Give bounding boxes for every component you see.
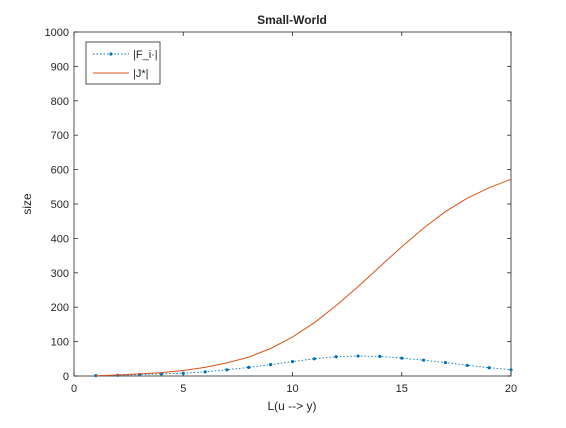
plot-area bbox=[94, 178, 513, 378]
data-point-series-0 bbox=[400, 356, 404, 360]
x-axis-label: L(u --> y) bbox=[267, 399, 316, 413]
x-tick-label: 0 bbox=[71, 383, 77, 395]
data-point-series-0 bbox=[356, 354, 360, 358]
data-point-series-0 bbox=[465, 363, 469, 367]
data-point-series-0 bbox=[181, 371, 185, 375]
y-tick-label: 900 bbox=[51, 61, 69, 73]
y-tick-label: 100 bbox=[51, 337, 69, 349]
legend-box bbox=[85, 41, 161, 85]
y-axis-label: size bbox=[20, 193, 34, 215]
legend[interactable]: |F_i·| |J*| bbox=[85, 41, 161, 85]
y-tick-label: 200 bbox=[51, 302, 69, 314]
series-line-0 bbox=[95, 355, 512, 377]
data-point-series-0 bbox=[443, 360, 448, 365]
data-point-series-0 bbox=[203, 370, 207, 374]
data-point-series-0 bbox=[225, 368, 229, 372]
y-tick-label: 400 bbox=[51, 233, 69, 245]
data-point-series-0 bbox=[422, 358, 426, 362]
y-tick-label: 700 bbox=[51, 130, 69, 142]
chart-title: Small-World bbox=[257, 13, 327, 27]
data-point-series-0 bbox=[312, 357, 316, 361]
data-point-series-0 bbox=[334, 355, 338, 359]
y-tick-label: 500 bbox=[51, 199, 69, 211]
x-tick-label: 20 bbox=[505, 383, 517, 395]
axes-box bbox=[73, 31, 512, 377]
data-point-series-0 bbox=[290, 359, 295, 364]
data-point-series-0 bbox=[269, 363, 273, 367]
legend-marker-0 bbox=[109, 52, 113, 56]
series-line-1 bbox=[95, 178, 512, 377]
legend-label-1: |J*| bbox=[133, 68, 149, 80]
y-tick-label: 800 bbox=[51, 96, 69, 108]
x-tick-label: 15 bbox=[396, 383, 408, 395]
y-tick-label: 1000 bbox=[45, 27, 69, 39]
x-tick-label: 5 bbox=[180, 383, 186, 395]
y-tick-label: 300 bbox=[51, 268, 69, 280]
y-tick-label: 0 bbox=[63, 371, 69, 383]
y-tick-label: 600 bbox=[51, 165, 69, 177]
data-point-series-0 bbox=[487, 366, 491, 370]
data-point-series-0 bbox=[378, 354, 382, 358]
data-point-series-0 bbox=[247, 365, 251, 369]
x-tick-label: 10 bbox=[286, 383, 298, 395]
legend-label-0: |F_i·| bbox=[133, 49, 158, 61]
data-point-series-0 bbox=[509, 368, 513, 372]
